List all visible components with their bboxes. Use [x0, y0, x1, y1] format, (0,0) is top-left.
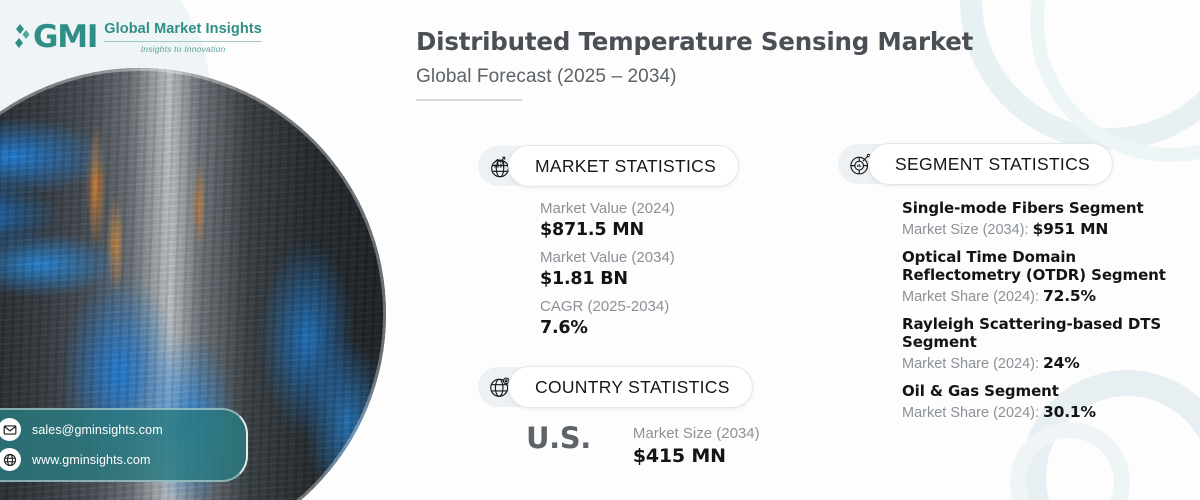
country-market-size: Market Size (2034) $415 MN — [633, 424, 760, 469]
segment-name: Optical Time Domain Reflectometry (OTDR)… — [902, 247, 1166, 285]
logo-divider — [104, 40, 262, 42]
page-title: Distributed Temperature Sensing Market — [416, 27, 974, 56]
segment-metric: Market Share (2024): 30.1% — [902, 401, 1188, 424]
segment-metric-value: 30.1% — [1043, 402, 1096, 421]
decorative-arc-top-right — [960, 0, 1200, 150]
market-value-2024-label: Market Value (2024) — [540, 200, 675, 217]
segment-name: Oil & Gas Segment — [902, 382, 1059, 401]
country-statistics-header: COUNTRY STATISTICS — [478, 366, 808, 408]
country-market-size-value: $415 MN — [632, 445, 726, 468]
globe-icon — [0, 448, 21, 471]
contact-website: www.gminsights.com — [32, 452, 151, 467]
segment-statistics-pill: SEGMENT STATISTICS — [868, 143, 1114, 185]
title-underline — [416, 99, 522, 102]
segment-metric-value: 72.5% — [1043, 286, 1096, 305]
diamond-accent-icon — [15, 23, 30, 48]
segment-metric-value: 24% — [1043, 354, 1080, 372]
decorative-ring-bottom-right-small — [1010, 422, 1130, 500]
segment-name: Single-mode Fibers Segment — [902, 199, 1144, 217]
segment-metric-label: Market Share (2024): — [902, 404, 1044, 421]
country-name: U.S. — [526, 421, 591, 455]
segment-statistics-list: Single-mode Fibers Segment Market Size (… — [838, 199, 1188, 424]
segment-statistics-section: SEGMENT STATISTICS Single-mode Fibers Se… — [838, 143, 1188, 431]
cagr-value: 7.6% — [540, 318, 588, 339]
market-statistics-section: MARKET STATISTICS Market Value (2024) $8… — [478, 145, 778, 346]
envelope-icon — [0, 418, 21, 441]
page-subtitle: Global Forecast (2025 – 2034) — [416, 66, 677, 88]
segment-metric: Market Size (2034): $951 MN — [902, 218, 1188, 241]
segment-statistics-heading: SEGMENT STATISTICS — [895, 153, 1091, 174]
list-item: Optical Time Domain Reflectometry (OTDR)… — [902, 248, 1188, 308]
segment-metric-value: $951 MN — [1032, 219, 1109, 238]
list-item: Single-mode Fibers Segment Market Size (… — [902, 199, 1188, 241]
logo-tagline: Insights to Innovation — [140, 43, 226, 54]
list-item: Rayleigh Scattering-based DTS Segment Ma… — [902, 315, 1188, 375]
market-statistics-pill: MARKET STATISTICS — [508, 145, 740, 187]
page-header: Distributed Temperature Sensing Market G… — [416, 27, 974, 102]
contact-panel: sales@gminsights.com www.gminsights.com — [0, 408, 248, 482]
segment-metric-label: Market Size (2034): — [902, 221, 1033, 238]
list-item: Oil & Gas Segment Market Share (2024): 3… — [902, 382, 1188, 424]
decorative-arc-top-right-inner — [1030, 0, 1200, 162]
segment-metric: Market Share (2024): 24% — [902, 352, 1188, 375]
brand-logo[interactable]: GMI Global Market Insights Insights to I… — [14, 19, 262, 56]
segment-metric-label: Market Share (2024): — [902, 288, 1044, 305]
market-value-2024-value: $871.5 MN — [540, 220, 644, 241]
country-statistics-pill: COUNTRY STATISTICS — [508, 366, 753, 408]
country-market-size-label: Market Size (2034) — [632, 425, 760, 442]
contact-email: sales@gminsights.com — [32, 422, 163, 437]
market-statistics-heading: MARKET STATISTICS — [535, 155, 717, 176]
logo-mark: GMI — [14, 19, 98, 56]
market-value-2034-label: Market Value (2034) — [540, 249, 675, 266]
logo-company-name: Global Market Insights — [104, 21, 262, 37]
logo-wordmark: Global Market Insights Insights to Innov… — [104, 21, 262, 54]
market-statistics-header: MARKET STATISTICS — [478, 145, 778, 187]
contact-email-row[interactable]: sales@gminsights.com — [0, 418, 230, 441]
segment-metric-label: Market Share (2024): — [902, 356, 1044, 372]
cagr-label: CAGR (2025-2034) — [540, 298, 670, 315]
segment-metric: Market Share (2024): 72.5% — [902, 285, 1188, 308]
contact-website-row[interactable]: www.gminsights.com — [0, 448, 230, 471]
segment-name: Rayleigh Scattering-based DTS Segment — [902, 314, 1162, 352]
country-statistics-body: U.S. Market Size (2034) $415 MN — [478, 424, 808, 469]
market-statistics-list: Market Value (2024) $871.5 MN Market Val… — [478, 199, 778, 340]
segment-statistics-header: SEGMENT STATISTICS — [838, 143, 1188, 185]
logo-gmi-text: GMI — [33, 19, 98, 56]
country-statistics-heading: COUNTRY STATISTICS — [535, 376, 730, 397]
market-value-2034-value: $1.81 BN — [540, 269, 628, 290]
country-statistics-section: COUNTRY STATISTICS U.S. Market Size (203… — [478, 366, 808, 469]
